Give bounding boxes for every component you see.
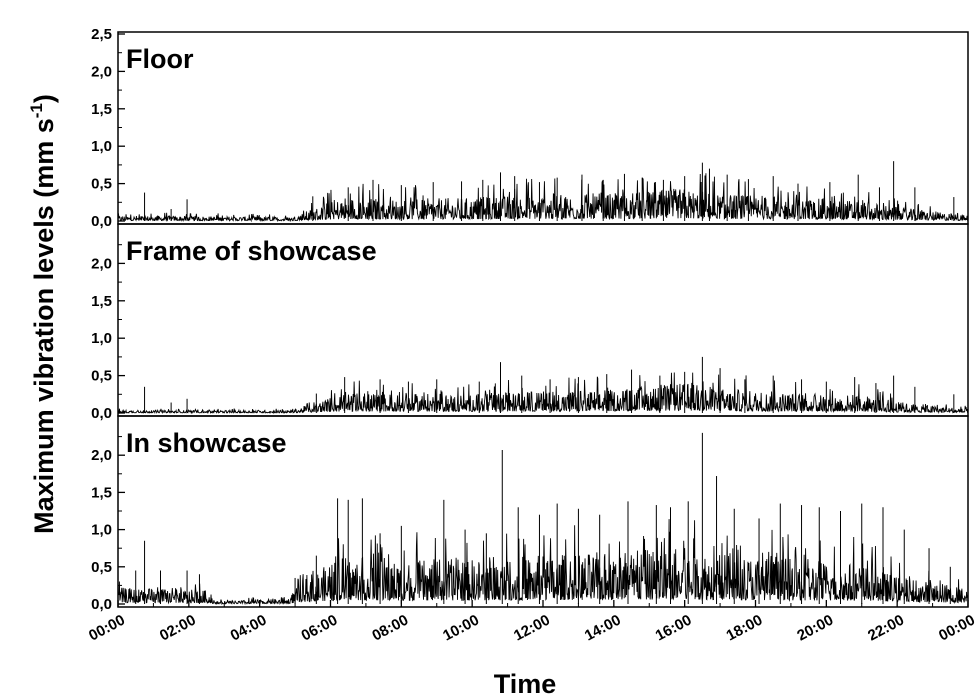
y-tick-label: 2,0 bbox=[91, 255, 112, 272]
panel-3: 0,0 0,5 1,0 1,5 2,0 In showcase bbox=[91, 415, 969, 613]
x-tick-label: 20:00 bbox=[794, 612, 836, 645]
x-tick-label: 04:00 bbox=[228, 612, 270, 645]
x-tick-label: 00:00 bbox=[936, 612, 976, 645]
x-tick-label: 08:00 bbox=[369, 612, 411, 645]
x-tick-label: 14:00 bbox=[582, 612, 624, 645]
chart-panels: 0,0 0,5 1,0 1,5 2,0 2,5 Floor 0,0 0,5 1,0 1,5 2,0 Fr… bbox=[91, 26, 969, 613]
vibration-trace bbox=[117, 372, 969, 415]
vibration-trace bbox=[117, 173, 969, 223]
y-tick-label: 1,5 bbox=[91, 484, 112, 501]
panel-title: In showcase bbox=[126, 428, 287, 458]
panel-2: 0,0 0,5 1,0 1,5 2,0 Frame of showcase bbox=[91, 223, 969, 422]
y-axis-title-superscript: -1 bbox=[27, 103, 46, 118]
y-axis-title: Maximum vibration levels (mm s-1) bbox=[27, 94, 59, 534]
y-tick-label: 1,5 bbox=[91, 101, 112, 118]
y-tick-label: 0,5 bbox=[91, 368, 112, 385]
y-tick-label: 0,0 bbox=[91, 596, 112, 613]
y-tick-label: 0,0 bbox=[91, 213, 112, 230]
y-tick-label: 0,5 bbox=[91, 176, 112, 193]
y-tick-label: 1,5 bbox=[91, 293, 112, 310]
x-tick-label: 10:00 bbox=[440, 612, 482, 645]
x-tick-label: 06:00 bbox=[299, 612, 341, 645]
x-axis-title: Time bbox=[494, 669, 557, 699]
y-axis-title-close: ) bbox=[29, 94, 59, 103]
panel-title: Frame of showcase bbox=[126, 236, 377, 266]
panel-frame bbox=[117, 31, 969, 225]
x-tick-label: 00:00 bbox=[86, 612, 128, 645]
y-tick-label: 0,0 bbox=[91, 405, 112, 422]
y-axis-title-main: Maximum vibration levels (mm s bbox=[29, 118, 59, 534]
y-tick-label: 1,0 bbox=[91, 522, 112, 539]
y-tick-label: 2,0 bbox=[91, 63, 112, 80]
y-tick-label: 2,0 bbox=[91, 447, 112, 464]
x-tick-label: 16:00 bbox=[653, 612, 695, 645]
y-tick-label: 0,5 bbox=[91, 559, 112, 576]
panel-title: Floor bbox=[126, 44, 194, 74]
x-tick-label: 12:00 bbox=[511, 612, 553, 645]
panel-1: 0,0 0,5 1,0 1,5 2,0 2,5 Floor bbox=[91, 26, 969, 230]
x-tick-label: 18:00 bbox=[724, 612, 766, 645]
y-tick-label: 1,0 bbox=[91, 138, 112, 155]
y-tick-label: 2,5 bbox=[91, 26, 112, 43]
x-tick-label: 02:00 bbox=[157, 612, 199, 645]
x-tick-label: 22:00 bbox=[865, 612, 907, 645]
y-tick-label: 1,0 bbox=[91, 330, 112, 347]
